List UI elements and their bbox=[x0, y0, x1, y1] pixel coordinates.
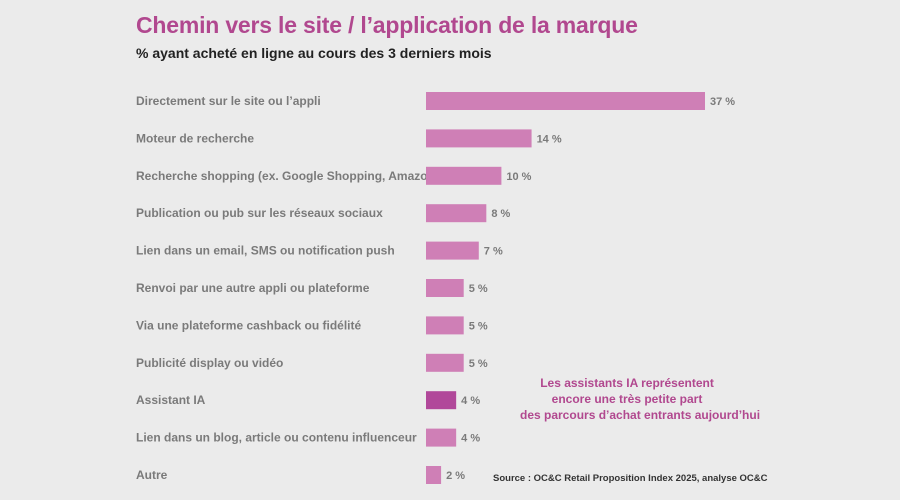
category-label: Moteur de recherche bbox=[136, 131, 254, 145]
value-label: 2 % bbox=[446, 470, 465, 482]
bar bbox=[426, 428, 457, 447]
value-label: 5 % bbox=[469, 358, 488, 370]
value-label: 10 % bbox=[506, 171, 531, 183]
annotation-line-1: Les assistants IA représentent bbox=[540, 376, 714, 390]
category-label: Via une plateforme cashback ou fidélité bbox=[136, 318, 362, 332]
value-label: 14 % bbox=[537, 133, 562, 145]
value-label: 8 % bbox=[491, 208, 510, 220]
value-label: 4 % bbox=[461, 433, 480, 445]
bar bbox=[426, 353, 464, 372]
category-label: Recherche shopping (ex. Google Shopping,… bbox=[136, 169, 439, 183]
category-label: Autre bbox=[136, 468, 168, 482]
value-label: 4 % bbox=[461, 395, 480, 407]
category-label: Lien dans un email, SMS ou notification … bbox=[136, 244, 395, 258]
bar bbox=[426, 166, 502, 185]
category-label: Publicité display ou vidéo bbox=[136, 356, 283, 370]
value-label: 5 % bbox=[469, 283, 488, 295]
ai-assistant-annotation: Les assistants IA représentent encore un… bbox=[520, 375, 761, 423]
annotation-line-3: des parcours d’achat entrants aujourd’hu… bbox=[520, 408, 761, 422]
chart-title: Chemin vers le site / l’application de l… bbox=[136, 12, 638, 38]
category-label: Directement sur le site ou l’appli bbox=[136, 94, 321, 108]
category-label: Publication ou pub sur les réseaux socia… bbox=[136, 206, 383, 220]
bar bbox=[426, 241, 479, 260]
chart-subtitle: % ayant acheté en ligne au cours des 3 d… bbox=[136, 45, 492, 61]
bar-highlight bbox=[426, 391, 457, 410]
category-label: Renvoi par une autre appli ou plateforme bbox=[136, 281, 370, 295]
bar bbox=[426, 204, 487, 223]
value-label: 37 % bbox=[710, 96, 735, 108]
value-label: 7 % bbox=[484, 246, 503, 258]
bar bbox=[426, 466, 442, 484]
value-label: 5 % bbox=[469, 320, 488, 332]
category-label: Lien dans un blog, article ou contenu in… bbox=[136, 431, 417, 445]
category-label: Assistant IA bbox=[136, 393, 206, 407]
bar bbox=[426, 92, 705, 110]
bar bbox=[426, 279, 464, 297]
bar bbox=[426, 316, 464, 335]
source-note: Source : OC&C Retail Proposition Index 2… bbox=[493, 473, 768, 484]
annotation-line-2: encore une très petite part bbox=[551, 392, 703, 406]
bar bbox=[426, 129, 532, 148]
